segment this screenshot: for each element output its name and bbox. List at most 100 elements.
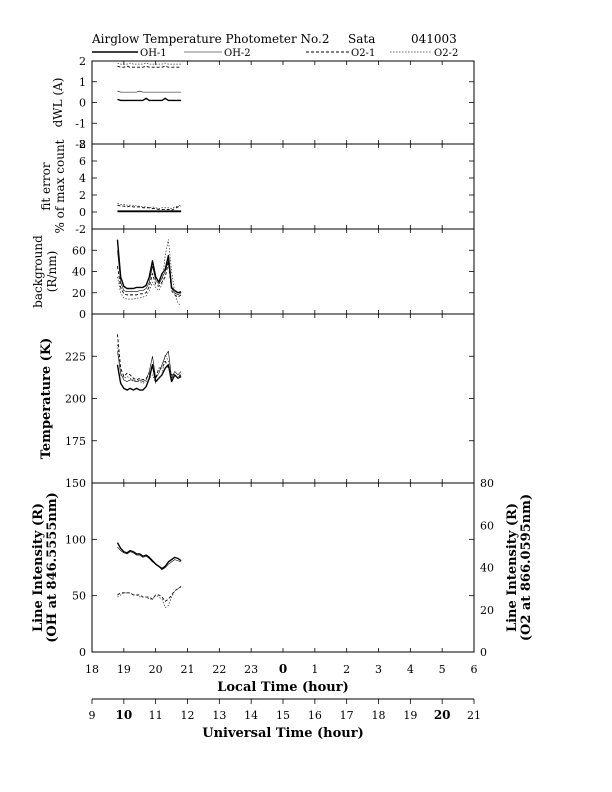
right-y-tick-label: 20 (480, 604, 494, 617)
y-tick-label: 0 (79, 97, 86, 110)
panel-fit: 8 6 4 2 0 -2 fit error% of max count (39, 138, 475, 236)
series-line-o2-1 (117, 204, 182, 211)
series-line-oh-1 (117, 97, 182, 102)
universal-time-tick-label: 15 (276, 709, 290, 722)
y-tick-label: 40 (72, 266, 86, 279)
date-label: 041003 (411, 32, 457, 46)
y-axis-label: dWL (A) (51, 78, 65, 128)
series-line-oh-2 (117, 90, 182, 93)
universal-time-tick-label: 17 (340, 709, 354, 722)
y-axis-label: background (31, 235, 45, 308)
universal-time-tick-label: 13 (212, 709, 226, 722)
universal-time-tick-label: 20 (434, 708, 451, 722)
local-time-tick-label: 4 (407, 663, 414, 676)
legend-entry-oh-2: OH-2 (184, 48, 251, 59)
universal-time-tick-label: 16 (308, 709, 322, 722)
universal-time-tick-label: 19 (403, 709, 417, 722)
series-line-o2-2 (117, 586, 182, 608)
local-time-tick-label: 20 (149, 663, 163, 676)
y-tick-label: 0 (79, 308, 86, 321)
y-tick-label: 100 (65, 533, 86, 546)
panel-dwl: 2 1 0 -1 -2 dWL (A) (51, 55, 475, 151)
y-tick-label: 225 (65, 350, 86, 363)
y-tick-label: 6 (79, 155, 86, 168)
local-time-tick-label: 23 (244, 663, 258, 676)
y-axis-label: Line Intensity (R) (31, 503, 46, 632)
legend-entry-o2-1: O2-1 (306, 48, 375, 59)
right-y-tick-label: 60 (480, 519, 494, 532)
local-time-tick-label: 19 (117, 663, 131, 676)
panel-frame (91, 143, 475, 230)
universal-time-tick-label: 9 (89, 709, 96, 722)
universal-time-tick-label: 21 (467, 709, 481, 722)
universal-time-axis-label: Universal Time (hour) (202, 726, 364, 741)
local-time-tick-label: 1 (311, 663, 318, 676)
universal-time-tick-label: 14 (244, 709, 258, 722)
local-time-tick-label: 3 (375, 663, 382, 676)
series-line-oh-1 (116, 542, 182, 570)
y-tick-label: 4 (79, 172, 86, 185)
series-line-o2-2 (117, 62, 182, 65)
universal-time-tick-label: 10 (115, 708, 132, 722)
y-tick-label: 0 (79, 206, 86, 219)
panel-frame (91, 313, 475, 484)
y-tick-label: 2 (79, 55, 86, 68)
y-axis-label: Temperature (K) (39, 338, 54, 460)
series-line-o2-1 (117, 262, 182, 298)
series-line-o2-1 (117, 586, 182, 602)
right-y-tick-label: 0 (480, 646, 487, 659)
series-line-o2-1 (117, 65, 182, 68)
series-line-oh-2 (117, 547, 182, 571)
series-line-o2-2 (117, 203, 182, 209)
y-tick-label: -2 (75, 138, 86, 151)
y-tick-label: 60 (72, 244, 86, 257)
series-line-oh-2 (117, 250, 182, 296)
series-line-oh-2 (117, 350, 182, 382)
local-time-tick-label: 18 (85, 663, 99, 676)
panel-frame (91, 228, 475, 315)
universal-time-tick-label: 18 (372, 709, 386, 722)
y-tick-label: 1 (79, 76, 86, 89)
y-axis-label: % of max count (53, 139, 67, 233)
y-tick-label: -1 (75, 117, 86, 130)
legend-entry-oh-1: OH-1 (92, 48, 167, 59)
y-tick-label: 0 (79, 646, 86, 659)
local-time-tick-label: 2 (343, 663, 350, 676)
local-time-tick-label: 22 (212, 663, 226, 676)
y-tick-label: 175 (65, 435, 86, 448)
y-tick-label: -2 (75, 223, 86, 236)
right-y-axis-label: Line Intensity (R) (505, 503, 520, 632)
local-time-tick-label: 6 (471, 663, 478, 676)
y-axis-label: (R/nm) (45, 251, 59, 293)
local-time-tick-label: 21 (181, 663, 195, 676)
series-line-o2-2 (117, 239, 182, 306)
local-time-axis-label: Local Time (hour) (217, 680, 349, 695)
panel-frame (91, 60, 475, 145)
series-line-o2-2 (117, 344, 182, 384)
y-axis-label: (OH at 846.5555nm) (45, 492, 60, 642)
legend-label: OH-1 (140, 48, 167, 59)
right-y-tick-label: 40 (480, 562, 494, 575)
y-tick-label: 50 (72, 590, 86, 603)
y-tick-label: 150 (65, 477, 86, 490)
panel-background: 60 40 20 0 background (R/nm) (31, 228, 475, 321)
site-label: Sata (348, 32, 376, 46)
legend-label: OH-2 (224, 48, 251, 59)
series-line-o2-1 (117, 334, 182, 381)
series-line-oh-1 (116, 364, 182, 391)
legend-label: O2-1 (351, 48, 375, 59)
universal-time-tick-label: 11 (149, 709, 163, 722)
legend-entry-o2-2: O2-2 (390, 48, 458, 59)
panel-frame (91, 482, 475, 653)
chart-header: Airglow Temperature Photometer No.2 Sata… (0, 0, 612, 60)
right-y-axis-label: (O2 at 866.0595nm) (519, 494, 534, 641)
local-time-tick-label: 0 (279, 662, 287, 676)
right-y-tick-label: 80 (480, 477, 494, 490)
chart-title: Airglow Temperature Photometer No.2 (92, 32, 330, 46)
universal-time-tick-label: 12 (181, 709, 195, 722)
y-tick-label: 2 (79, 189, 86, 202)
panel-temperature: 225 200 175 Temperature (K) (39, 313, 475, 484)
